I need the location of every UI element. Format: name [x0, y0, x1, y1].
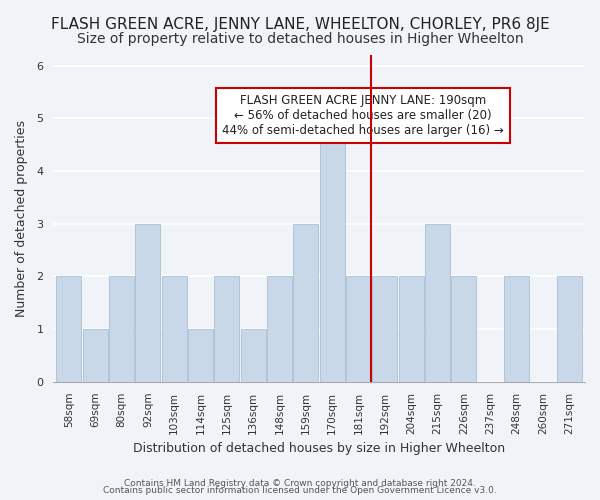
X-axis label: Distribution of detached houses by size in Higher Wheelton: Distribution of detached houses by size … [133, 442, 505, 455]
Bar [136, 224, 160, 382]
Bar [162, 276, 187, 382]
Bar [293, 224, 319, 382]
Bar [83, 329, 108, 382]
Bar [425, 224, 450, 382]
Bar [399, 276, 424, 382]
Text: FLASH GREEN ACRE JENNY LANE: 190sqm
← 56% of detached houses are smaller (20)
44: FLASH GREEN ACRE JENNY LANE: 190sqm ← 56… [223, 94, 504, 137]
Bar [557, 276, 582, 382]
Bar [56, 276, 82, 382]
Text: FLASH GREEN ACRE, JENNY LANE, WHEELTON, CHORLEY, PR6 8JE: FLASH GREEN ACRE, JENNY LANE, WHEELTON, … [50, 18, 550, 32]
Bar [188, 329, 213, 382]
Text: Size of property relative to detached houses in Higher Wheelton: Size of property relative to detached ho… [77, 32, 523, 46]
Text: Contains HM Land Registry data © Crown copyright and database right 2024.: Contains HM Land Registry data © Crown c… [124, 478, 476, 488]
Bar [241, 329, 266, 382]
Bar [504, 276, 529, 382]
Bar [109, 276, 134, 382]
Bar [373, 276, 397, 382]
Bar [214, 276, 239, 382]
Bar [267, 276, 292, 382]
Y-axis label: Number of detached properties: Number of detached properties [15, 120, 28, 317]
Bar [451, 276, 476, 382]
Bar [346, 276, 371, 382]
Text: Contains public sector information licensed under the Open Government Licence v3: Contains public sector information licen… [103, 486, 497, 495]
Bar [320, 118, 345, 382]
